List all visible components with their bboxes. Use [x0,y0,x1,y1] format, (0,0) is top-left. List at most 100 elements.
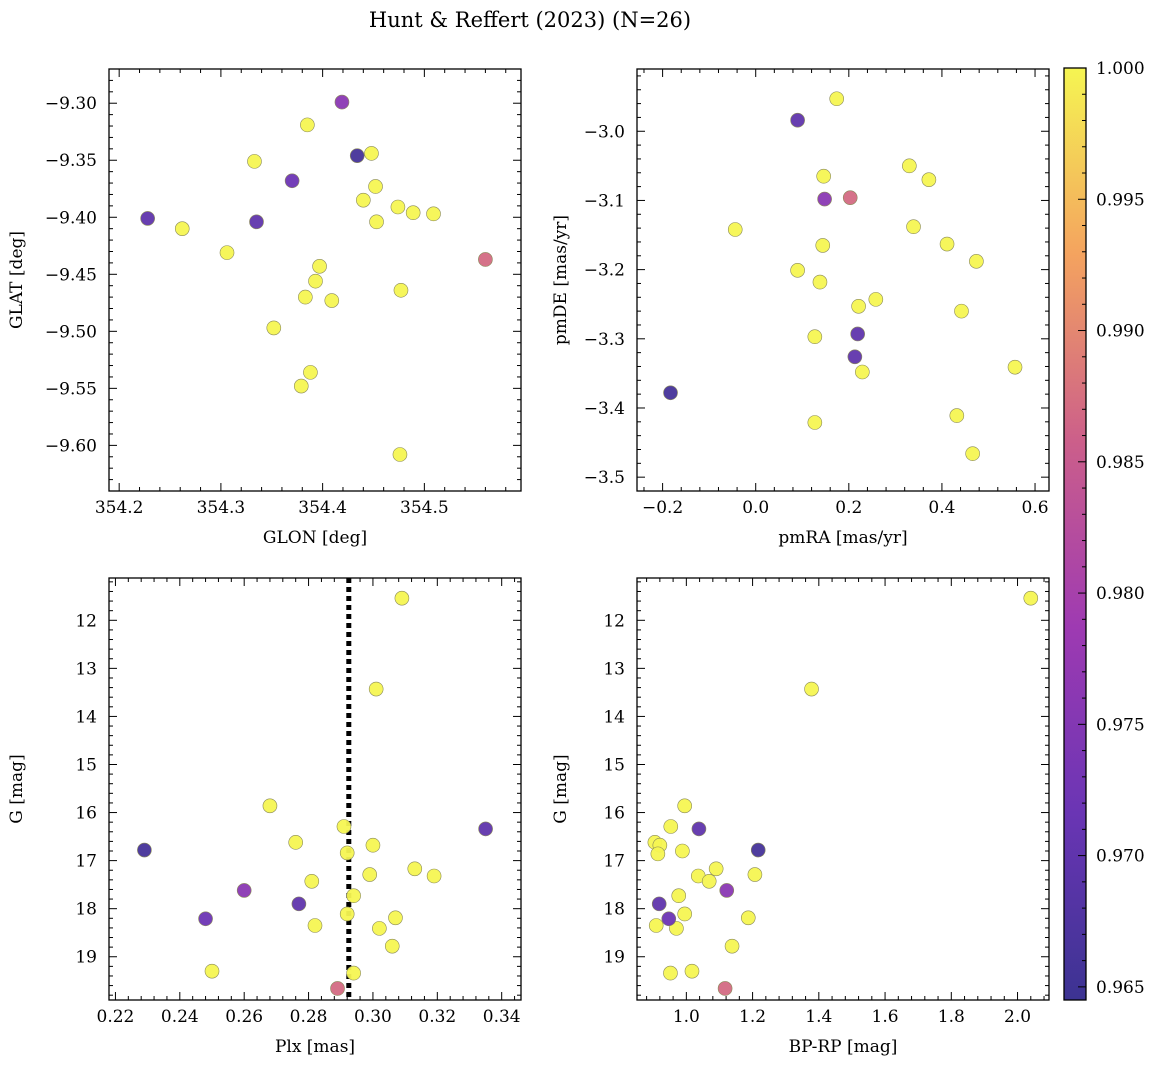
data-point [701,873,717,889]
axes-frame [108,577,522,1001]
data-point [816,168,831,184]
data-point [368,179,383,194]
x-tick-label: 1.8 [938,1007,965,1027]
data-point [426,206,441,222]
data-point [334,94,350,110]
data-point [293,378,309,394]
x-tick-label: 2.0 [1004,1007,1031,1027]
y-tick-label: 14 [75,707,97,727]
x-axis-label: pmRA [mas/yr] [778,528,907,548]
colorbar-tick-label: 0.990 [1096,322,1145,342]
data-point [851,298,866,314]
y-tick-label: 17 [603,852,625,872]
data-point [393,282,409,298]
panel-glon-glat: 354.2 354.3 354.4 354.5 −9.30 −9.35 −9.40 −9.45… [7,68,522,548]
x-tick-label: 0.22 [97,1007,135,1027]
panel-plx-g: 0.22 0.24 0.26 0.28 0.30 0.32 0.34 12 13 14 15 16 17… [7,577,522,1057]
data-point [842,190,858,205]
data-point [906,219,921,235]
points-layer [137,590,493,996]
data-point [394,590,410,606]
y-tick-label: −9.60 [45,436,97,456]
data-point [868,292,884,307]
data-point [1007,359,1023,375]
axes-frame [108,68,522,492]
data-point [137,842,152,858]
data-point [339,845,355,861]
y-axis-label: G [mag] [7,754,27,823]
data-point [669,921,684,936]
data-point [324,293,340,308]
y-tick-label: 13 [75,659,97,679]
data-point [364,146,379,161]
x-axis-label: BP-RP [mag] [789,1037,898,1057]
colorbar-gradient [1063,67,1087,1001]
y-tick-label: 19 [603,948,625,968]
data-point [939,236,955,252]
colorbar-tick-label: 0.975 [1096,715,1145,735]
colorbar-tick-label: 0.965 [1096,978,1145,998]
data-point [204,963,220,979]
data-point [247,154,262,169]
data-point [675,843,690,859]
data-point [298,289,313,305]
data-point [405,205,421,221]
data-point [365,837,381,853]
data-point [336,819,352,834]
data-point [312,259,327,274]
x-tick-label: 354.4 [298,498,347,518]
data-point [740,910,756,926]
data-point [300,117,315,133]
data-point [691,821,707,837]
data-point [368,681,384,697]
data-point [719,883,735,898]
y-tick-label: 16 [603,804,625,824]
y-tick-label: 15 [75,755,97,775]
y-tick-label: −9.35 [45,151,97,171]
colorbar-tick-label: 0.985 [1096,453,1145,473]
panel-bprp-g: 1.0 1.2 1.4 1.6 1.8 2.0 12 13 14 15 16 17 18 19 BP-RP … [551,577,1050,1057]
y-tick-label: 15 [603,755,625,775]
data-point [303,365,318,380]
y-tick-label: −9.50 [45,322,97,342]
x-tick-label: −0.2 [642,498,683,518]
data-point [384,938,400,954]
data-point [855,364,870,380]
panels: 354.2 354.3 354.4 354.5 −9.30 −9.35 −9.40 −9.45… [7,68,1050,1057]
x-tick-label: 0.34 [483,1007,521,1027]
y-axis-label: GLAT [deg] [7,231,27,329]
data-point [812,274,828,290]
y-tick-label: 14 [603,707,625,727]
y-tick-label: 12 [603,611,625,631]
x-tick-label: 0.4 [928,498,955,518]
data-point [684,963,700,979]
points-layer [140,94,493,462]
y-tick-label: −9.45 [45,265,97,285]
data-point [815,238,831,253]
points-layer [647,590,1039,996]
data-point [747,867,763,882]
data-point [236,883,252,898]
figure-title: Hunt & Reffert (2023) (N=26) [369,8,691,32]
axes-frame [636,68,1050,492]
y-axis-label: pmDE [mas/yr] [551,215,571,345]
axes-frame [636,577,1050,1001]
data-point [349,148,365,163]
x-tick-label: 354.2 [95,498,144,518]
y-tick-label: −9.40 [45,208,97,228]
colorbar-tick-label: 0.980 [1096,584,1145,604]
panel-pmra-pmde: −0.2 0.0 0.2 0.4 0.6 −3.0 −3.1 −3.2 −3.3 −3.4 −3.5… [551,68,1050,548]
data-point [790,263,805,278]
data-point [671,888,687,904]
data-point [346,965,361,981]
data-point [949,408,965,423]
x-tick-label: 1.6 [872,1007,899,1027]
y-tick-label: −3.5 [584,468,625,488]
x-tick-label: 0.30 [354,1007,392,1027]
data-point [902,158,917,174]
x-tick-label: 354.3 [197,498,246,518]
data-point [663,965,678,981]
x-tick-label: 0.28 [290,1007,328,1027]
data-point [807,329,823,345]
data-point [661,911,677,927]
